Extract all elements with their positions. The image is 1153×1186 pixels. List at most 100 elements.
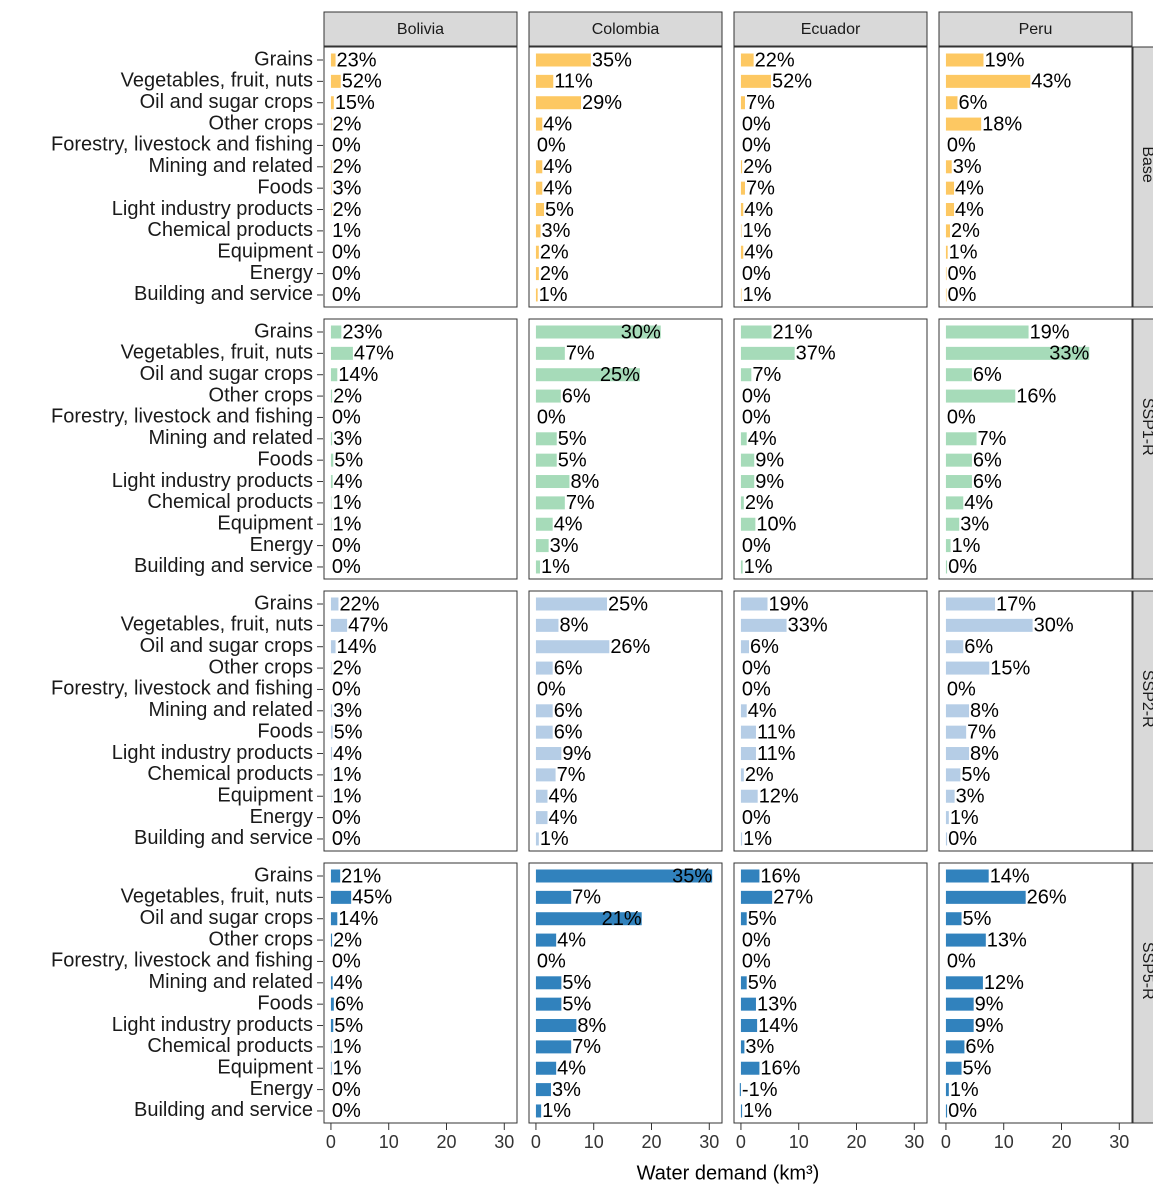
category-label: Foods (257, 720, 313, 742)
share-label: 11% (554, 71, 593, 93)
bar (740, 203, 744, 217)
bar (945, 267, 947, 281)
share-label: 6% (562, 385, 591, 407)
share-label: 11% (757, 721, 796, 743)
share-label: 0% (332, 556, 361, 578)
category-label: Other crops (209, 384, 313, 406)
share-label: 2% (745, 492, 774, 514)
share-label: 4% (334, 471, 363, 493)
bar (330, 389, 333, 403)
bar (535, 1061, 557, 1075)
share-label: 0% (332, 1079, 361, 1101)
bar (945, 1083, 949, 1097)
bar (330, 346, 353, 360)
category-label: Mining and related (148, 155, 313, 177)
share-label: 3% (953, 156, 982, 178)
x-tick-label: 10 (379, 1132, 399, 1152)
bar (535, 181, 543, 195)
category-label: Energy (250, 534, 313, 556)
category-label: Vegetables, fruit, nuts (121, 342, 313, 364)
share-label: 2% (333, 199, 362, 221)
row-strip (1132, 862, 1153, 1124)
bar (740, 517, 756, 531)
category-label: Mining and related (148, 971, 313, 993)
share-label: 7% (557, 764, 586, 786)
bar (945, 368, 972, 382)
bar (535, 640, 610, 654)
category-label: Other crops (209, 656, 313, 678)
bar (535, 704, 553, 718)
bar (535, 288, 538, 302)
share-label: 0% (742, 263, 771, 285)
share-label: 4% (557, 1058, 586, 1080)
bar (945, 597, 996, 611)
share-label: 0% (948, 556, 977, 578)
share-label: 1% (743, 828, 772, 850)
share-label: 1% (743, 220, 772, 242)
category-label: Mining and related (148, 699, 313, 721)
share-label: 29% (582, 92, 622, 114)
share-label: 0% (332, 535, 361, 557)
share-label: 3% (333, 700, 362, 722)
share-label: 5% (562, 972, 591, 994)
share-label: 30% (1034, 615, 1074, 637)
bar (740, 96, 745, 110)
share-label: 47% (354, 343, 394, 365)
bar (945, 997, 974, 1011)
category-label: Oil and sugar crops (140, 363, 313, 385)
share-label: 22% (755, 49, 795, 71)
row-strip (1132, 590, 1153, 852)
category-label: Chemical products (147, 763, 313, 785)
share-label: 22% (339, 593, 379, 615)
share-label: 47% (348, 615, 388, 637)
row-label: SSP5-RCP8.5 (1139, 942, 1153, 1044)
share-label: 15% (335, 92, 375, 114)
bar (740, 890, 773, 904)
share-label: 1% (949, 242, 978, 264)
bar (740, 346, 795, 360)
bar (535, 96, 582, 110)
bar (330, 1019, 334, 1033)
share-label: 6% (965, 1036, 994, 1058)
share-label: 6% (958, 92, 987, 114)
bar (945, 640, 964, 654)
bar (535, 661, 553, 675)
share-label: 0% (742, 929, 771, 951)
bar (945, 661, 990, 675)
category-label: Energy (250, 262, 313, 284)
share-label: 3% (542, 220, 571, 242)
share-label: 6% (973, 449, 1002, 471)
share-label: 0% (537, 951, 566, 973)
share-label: 7% (566, 343, 595, 365)
share-label: 26% (1027, 887, 1067, 909)
share-label: 1% (333, 492, 362, 514)
share-label: 7% (566, 492, 595, 514)
x-tick-label: 10 (789, 1132, 809, 1152)
bar (330, 453, 334, 467)
bar (535, 160, 543, 174)
panel (733, 862, 928, 1124)
panel (938, 862, 1133, 1124)
share-label: 6% (335, 993, 364, 1015)
category-label: Energy (250, 1078, 313, 1100)
category-label: Forestry, livestock and fishing (51, 406, 313, 428)
bar (945, 346, 1090, 360)
bar (330, 1040, 332, 1054)
column-label: Peru (1019, 21, 1053, 38)
bar (535, 267, 539, 281)
bar (740, 53, 754, 67)
bar (740, 618, 787, 632)
bar (945, 432, 977, 446)
share-label: 1% (541, 556, 570, 578)
share-label: 0% (947, 135, 976, 157)
share-label: 4% (333, 743, 362, 765)
panel (323, 862, 518, 1124)
share-label: 0% (742, 807, 771, 829)
bar (740, 1019, 758, 1033)
bar (740, 789, 758, 803)
share-label: 9% (975, 1015, 1004, 1037)
panel (528, 862, 723, 1124)
bar (945, 747, 970, 761)
bar (945, 1019, 974, 1033)
share-label: 6% (554, 721, 583, 743)
